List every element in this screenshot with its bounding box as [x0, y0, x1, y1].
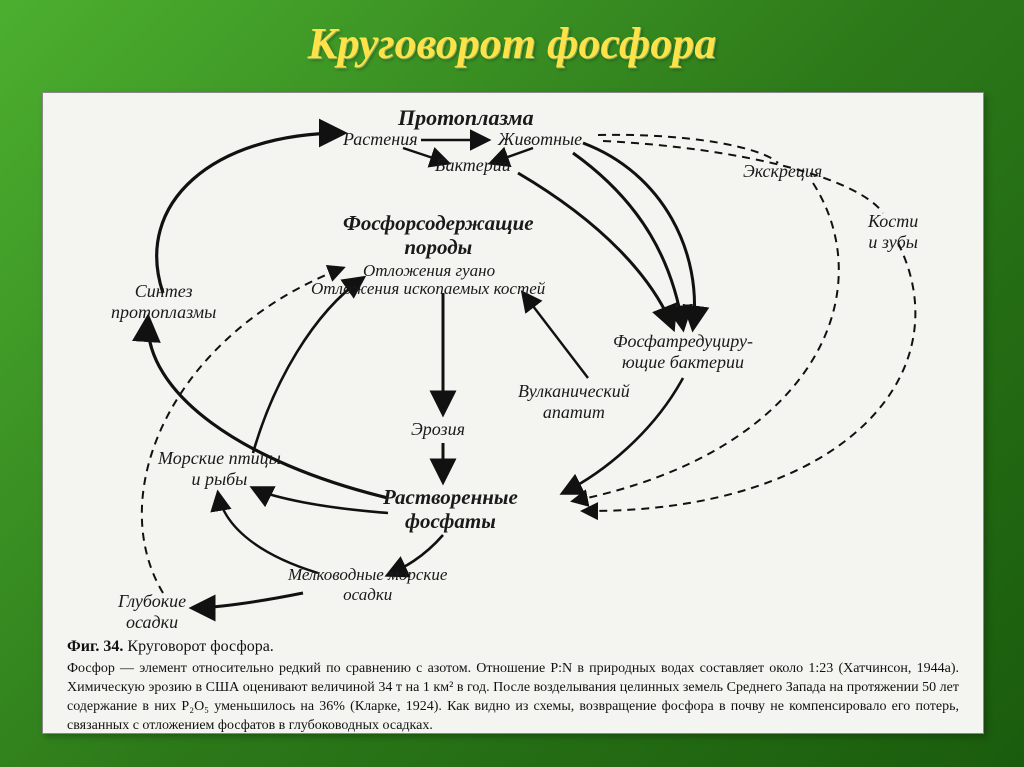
edge-bones-dissolved	[583, 243, 915, 511]
slide-title: Круговорот фосфора	[0, 18, 1024, 69]
edge-seabirds-guano	[253, 278, 363, 453]
node-reducing-bacteria: Фосфатредуциру- ющие бактерии	[613, 331, 753, 372]
node-bones-teeth: Кости и зубы	[868, 211, 918, 252]
diagram-panel: Протоплазма Растения Животные Бактерии Э…	[42, 92, 984, 734]
node-seabirds-fish: Морские птицы и рыбы	[158, 448, 281, 489]
node-synthesis: Синтез протоплазмы	[111, 281, 216, 322]
edge-synthesis-plants	[157, 133, 343, 293]
node-shallow: Мелководные морские осадки	[288, 565, 447, 604]
arrow-layer	[43, 93, 983, 733]
slide-background: Круговорот фосфора	[0, 0, 1024, 767]
edge-volcanic-rocks	[523, 293, 588, 378]
edge-shallow-deep	[193, 593, 303, 608]
edge-bacteria-redbact	[518, 173, 673, 328]
node-protoplasm-hdr: Протоплазма	[398, 105, 534, 130]
node-dissolved-hdr: Растворенные фосфаты	[383, 485, 518, 533]
node-plants: Растения	[343, 129, 418, 150]
node-rocks-hdr: Фосфорсодержащие породы	[343, 211, 534, 259]
node-excretion: Экскреция	[743, 161, 822, 182]
node-bacteria: Бактерии	[435, 155, 511, 176]
node-deep: Глубокие осадки	[118, 591, 186, 632]
fig-label: Фиг. 34.	[67, 638, 123, 655]
figure-caption: Фиг. 34. Круговорот фосфора. Фосфор — эл…	[67, 638, 959, 736]
caption-body: Фосфор — элемент относительно редкий по …	[67, 660, 959, 736]
node-volcanic: Вулканический апатит	[518, 381, 630, 422]
node-animals: Животные	[498, 129, 582, 150]
fig-title: Круговорот фосфора.	[127, 638, 273, 655]
node-erosion: Эрозия	[411, 419, 465, 440]
edge-animals-redbact-2	[573, 153, 683, 328]
node-fossil-bones: Отложения ископаемых костей	[311, 279, 545, 299]
edge-shallow-seabirds	[218, 493, 318, 573]
node-guano: Отложения гуано	[363, 261, 495, 281]
